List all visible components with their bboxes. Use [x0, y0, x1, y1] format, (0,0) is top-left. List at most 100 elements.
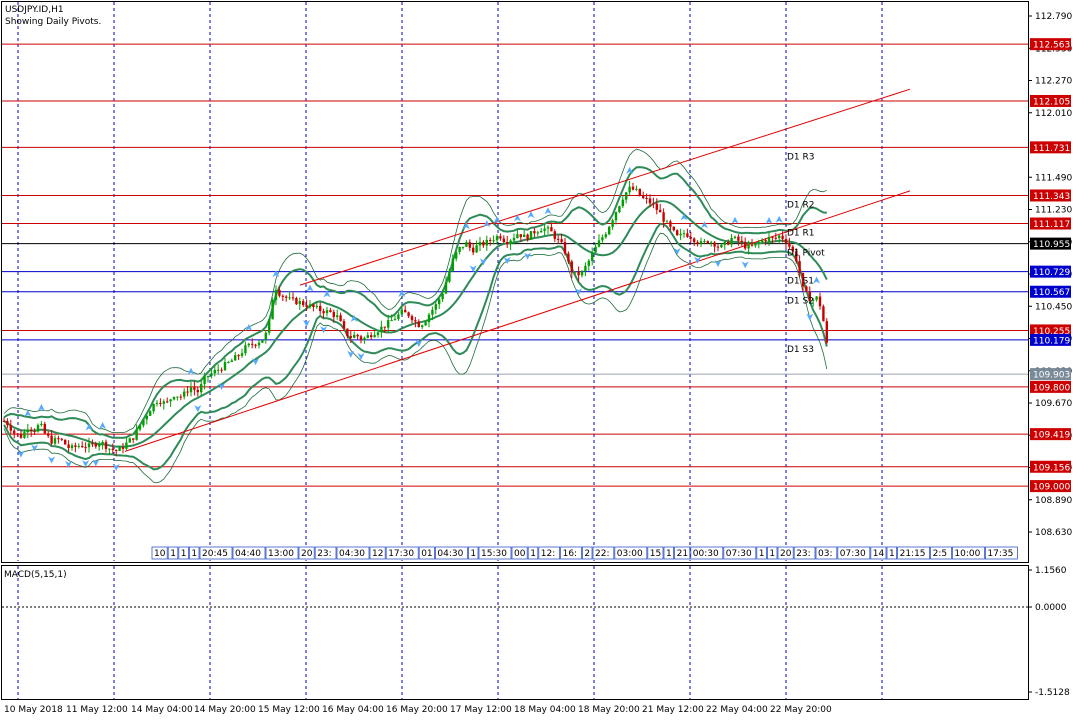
- candle-body: [672, 226, 675, 231]
- time-chip-bg-13: [434, 546, 468, 560]
- fractal-up-arrow: [527, 211, 535, 219]
- candle-body: [472, 247, 475, 253]
- candle-body: [325, 310, 329, 314]
- candle-body: [502, 238, 505, 243]
- fractal-down-arrow: [48, 456, 56, 464]
- candle-body: [308, 304, 312, 308]
- price-tag-bg-7: [1030, 285, 1071, 298]
- fractal-down-arrow: [17, 450, 25, 458]
- fractal-down-arrow: [252, 358, 260, 366]
- candle-body: [771, 236, 774, 238]
- candle-body: [750, 244, 754, 246]
- price-tag-4: 111.117: [1033, 220, 1070, 230]
- candle-body: [434, 304, 437, 310]
- candle-body: [9, 425, 12, 431]
- time-chip-14: 1: [470, 549, 476, 559]
- candle-body: [506, 242, 509, 245]
- candle-body: [77, 445, 80, 447]
- time-chip-bg-27: [723, 546, 757, 560]
- candle-body: [761, 239, 764, 242]
- candle-body: [274, 289, 278, 300]
- candle-body: [183, 391, 186, 397]
- candle-body: [16, 433, 19, 435]
- current-price-tag: 109.903: [1033, 371, 1070, 381]
- candle-body: [322, 311, 325, 314]
- candle-body: [254, 344, 257, 346]
- candle-body: [213, 369, 216, 374]
- candle-body: [145, 415, 148, 420]
- price-tag-6: 110.729: [1033, 268, 1070, 278]
- time-chip-20: 2: [584, 549, 590, 559]
- macd-panel-frame: [1, 565, 1029, 700]
- candle-body: [13, 430, 16, 434]
- candle-body: [19, 433, 23, 438]
- candle-body: [567, 253, 570, 262]
- y-tick-0: 112.790: [1035, 12, 1072, 22]
- candle-body: [716, 246, 720, 248]
- time-chip-35: 1: [889, 549, 895, 559]
- fractal-arrows: [17, 166, 821, 471]
- candle-body: [349, 336, 352, 338]
- price-tag-1: 112.105: [1033, 97, 1070, 107]
- candle-body: [604, 234, 607, 238]
- candle-body: [155, 402, 159, 404]
- candle-body: [196, 389, 199, 393]
- candle-body: [519, 234, 522, 238]
- x-tick-0: 10 May 2018: [4, 705, 63, 715]
- x-tick-8: 18 May 04:00: [514, 705, 576, 715]
- candle-body: [421, 325, 424, 328]
- candle-body: [812, 299, 815, 301]
- fractal-up-arrow: [272, 270, 280, 278]
- time-chip-16: 00: [514, 549, 526, 559]
- time-axis: 10 May 2018 11 May 12:00 14 May 04:00 14 Ma…: [4, 705, 832, 715]
- price-tag-13: 109.000: [1033, 483, 1070, 493]
- time-chip-bg-15: [478, 546, 512, 560]
- candle-body: [499, 236, 502, 239]
- time-chip-bg-8: [314, 546, 337, 560]
- time-chip-bg-17: [527, 546, 539, 560]
- fractal-up-arrow: [513, 214, 521, 222]
- fractal-up-arrow: [245, 323, 253, 331]
- candle-body: [818, 296, 822, 307]
- candle-body: [774, 237, 777, 239]
- candle-body: [529, 231, 533, 240]
- candle-body: [642, 195, 645, 198]
- candle-body: [614, 212, 618, 221]
- fractal-down-arrow: [31, 444, 39, 452]
- time-chip-bg-25: [674, 546, 691, 560]
- x-tick-9: 18 May 20:00: [578, 705, 640, 715]
- symbol-title: USDJPY.ID,H1: [5, 5, 64, 15]
- candle-body: [808, 291, 811, 301]
- candle-body: [733, 236, 737, 238]
- time-chip-bg-29: [767, 546, 778, 560]
- candle-body: [533, 231, 536, 234]
- candle-body: [108, 448, 111, 450]
- price-tag-3: 111.343: [1033, 192, 1070, 202]
- candle-body: [118, 447, 121, 452]
- candle-body: [570, 261, 573, 273]
- candle-body: [125, 442, 128, 449]
- time-chip-bg-6: [265, 546, 299, 560]
- candle-body: [638, 188, 641, 196]
- fractal-down-arrow: [479, 258, 487, 266]
- candle-body: [234, 355, 237, 361]
- candle-body: [302, 301, 305, 306]
- x-tick-7: 17 May 12:00: [450, 705, 512, 715]
- candle-body: [2, 420, 6, 422]
- candle-body: [142, 419, 145, 426]
- fractal-up-arrow: [493, 216, 501, 224]
- candle-body: [98, 443, 101, 447]
- candle-body: [591, 252, 594, 261]
- candle-body: [665, 221, 669, 223]
- main-panel-frame: [1, 1, 1029, 563]
- fractal-up-arrow: [680, 213, 688, 221]
- candle-body: [159, 402, 162, 404]
- candle-body: [713, 242, 716, 247]
- candle-body: [461, 246, 465, 248]
- time-chip-bg-30: [777, 546, 794, 560]
- price-tag-bg-3: [1030, 189, 1071, 202]
- fractal-down-arrow: [469, 265, 477, 273]
- candle-body: [550, 227, 553, 232]
- time-chip-19: 16:: [563, 549, 577, 559]
